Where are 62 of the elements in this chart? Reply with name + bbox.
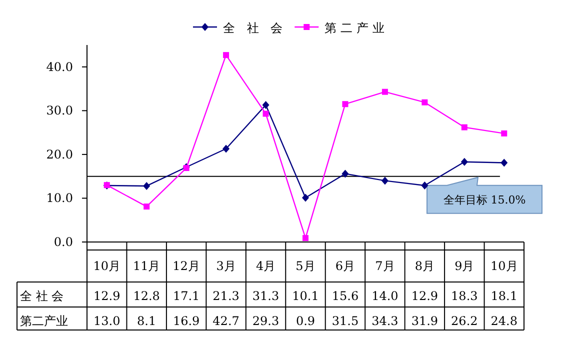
y-tick-label: 40.0 (46, 60, 73, 74)
point (422, 99, 428, 106)
data-label: 17.1 (172, 289, 200, 303)
data-label: 29.3 (252, 314, 280, 328)
point (461, 124, 468, 130)
data-label: 8.1 (137, 314, 156, 328)
point (223, 52, 230, 58)
data-label: 16.9 (172, 314, 200, 328)
text: 全 社 会 (20, 289, 64, 303)
point (501, 130, 508, 136)
x-tick-label: 6月 (335, 259, 356, 273)
point (262, 110, 269, 117)
y-tick-label: 10.0 (46, 191, 73, 206)
data-label: 18.1 (490, 289, 518, 303)
data-label: 12.9 (411, 289, 438, 303)
y-tick-label: 30.0 (46, 104, 73, 118)
data-label: 12.9 (94, 289, 120, 303)
point (144, 204, 150, 210)
x-tick-label: 12月 (172, 259, 200, 273)
point (342, 170, 349, 178)
point (302, 235, 308, 242)
data-label: 26.2 (451, 314, 478, 328)
point (262, 100, 270, 109)
x-tick-label: 11月 (132, 259, 160, 273)
data-label: 18.3 (451, 289, 478, 303)
y-tick-label: 20.0 (46, 147, 73, 162)
data-label: 12.8 (133, 289, 160, 303)
callout: 全年目标 15.0% (426, 176, 542, 214)
point (143, 182, 150, 190)
data-label: 13.0 (94, 314, 120, 328)
x-tick-label: 10月 (93, 259, 121, 273)
x-tick-label: 7月 (375, 259, 395, 273)
x-tick-label: 10月 (490, 259, 518, 273)
x-tick-label: 4月 (256, 259, 276, 273)
data-label: 14.0 (372, 289, 398, 303)
point (500, 158, 508, 167)
y-tick-label: 0.0 (54, 235, 73, 249)
point (342, 101, 348, 108)
data-label: 34.3 (372, 314, 398, 328)
point (460, 158, 468, 166)
x-tick-label: 9月 (454, 259, 474, 273)
data-label: 24.8 (490, 314, 518, 328)
legend-label: 第二产业 (324, 21, 389, 35)
point (421, 182, 428, 190)
x-tick-label: 3月 (216, 259, 236, 273)
text: 第二产业 (20, 314, 68, 328)
data-label: 21.3 (212, 289, 240, 303)
data-label: 31.9 (411, 314, 438, 328)
data-label: 31.5 (332, 314, 359, 328)
point (381, 176, 388, 185)
data-label: 42.7 (212, 314, 240, 328)
data-label: 0.9 (296, 314, 316, 328)
legend-label: 全 社 会 (223, 21, 287, 35)
data-label: 15.6 (332, 289, 359, 303)
ref-line-label: 全年目标 15.0% (443, 193, 526, 206)
point (222, 144, 230, 153)
point (382, 88, 388, 95)
x-tick-label: 5月 (296, 259, 316, 273)
data-label: 10.1 (292, 289, 319, 303)
x-tick-label: 8月 (414, 259, 434, 273)
data-label: 31.3 (252, 289, 280, 303)
point (302, 194, 309, 202)
